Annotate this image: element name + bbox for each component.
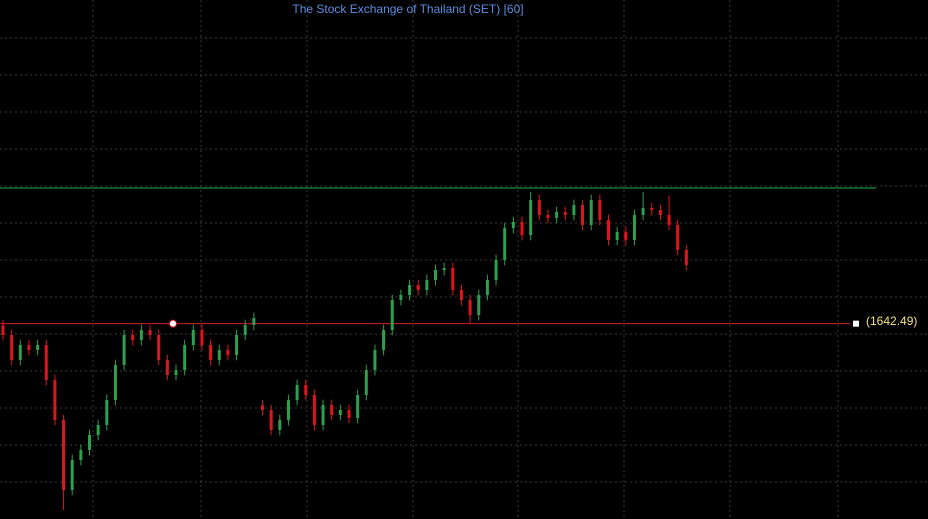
candle-body <box>589 200 593 225</box>
candle-body <box>641 208 645 215</box>
candle-body <box>10 335 14 360</box>
candle-body <box>278 420 282 430</box>
candle-body <box>684 250 688 265</box>
candle-body <box>70 460 74 490</box>
candle-body <box>18 345 22 360</box>
candle-body <box>200 330 204 345</box>
candle-body <box>572 205 576 215</box>
candle-body <box>295 385 299 400</box>
candle-body <box>226 350 230 355</box>
candle-body <box>252 318 256 325</box>
candle-body <box>286 400 290 420</box>
level-marker <box>169 319 177 328</box>
candle-body <box>390 300 394 330</box>
candle-body <box>468 300 472 315</box>
candle-body <box>632 215 636 240</box>
candle-body <box>485 280 489 295</box>
candle-body <box>165 360 169 375</box>
candle-body <box>459 290 463 300</box>
candle-body <box>269 410 273 430</box>
candle-body <box>658 210 662 215</box>
candle-body <box>442 268 446 270</box>
candle-body <box>667 215 671 225</box>
candle-body <box>451 268 455 290</box>
candle-body <box>598 200 602 220</box>
candle-body <box>62 420 66 490</box>
candle-body <box>555 212 559 218</box>
candle-body <box>338 410 342 415</box>
candle-body <box>330 405 334 415</box>
candle-body <box>356 395 360 418</box>
candle-body <box>520 222 524 235</box>
candle-body <box>624 232 628 240</box>
candle-body <box>174 370 178 375</box>
candle-body <box>546 215 550 218</box>
candle-body <box>191 330 195 345</box>
candle-body <box>312 395 316 425</box>
candle-body <box>139 330 143 340</box>
candle-body <box>105 400 109 425</box>
candle-body <box>321 405 325 425</box>
candle-body <box>477 295 481 315</box>
candle-body <box>235 335 239 355</box>
candle-body <box>27 345 31 350</box>
candle-body <box>511 222 515 228</box>
candle-body <box>408 285 412 295</box>
candle-body <box>131 335 135 340</box>
candle-body <box>217 350 221 360</box>
candle-body <box>53 380 57 420</box>
candle-body <box>113 365 117 400</box>
candle-body <box>36 345 40 350</box>
candle-body <box>399 295 403 300</box>
candle-body <box>581 205 585 225</box>
candle-body <box>96 425 100 435</box>
candle-body <box>373 350 377 370</box>
candle-body <box>261 405 264 410</box>
candle-body <box>209 345 213 360</box>
candle-body <box>425 280 429 290</box>
candle-body <box>503 228 507 260</box>
candle-body <box>529 200 533 235</box>
candle-body <box>416 285 420 290</box>
candle-body <box>537 200 541 215</box>
candle-body <box>88 435 91 450</box>
candle-body <box>347 410 351 418</box>
candle-body <box>157 335 161 360</box>
candle-body <box>434 270 437 280</box>
candle-body <box>382 330 386 350</box>
candle-body <box>79 450 83 460</box>
candle-body <box>676 225 680 250</box>
candle-body <box>1 325 5 335</box>
level-handle <box>853 320 859 327</box>
candle-body <box>494 260 498 280</box>
candle-body <box>607 220 610 240</box>
candle-body <box>304 385 308 395</box>
candle-body <box>243 325 247 335</box>
candle-body <box>650 208 654 210</box>
level-label: (1642.49) <box>866 314 917 328</box>
chart-title: The Stock Exchange of Thailand (SET) [60… <box>292 2 523 16</box>
candle-body <box>122 335 126 365</box>
candle-body <box>44 345 48 380</box>
candle-body <box>615 232 619 240</box>
candle-body <box>148 330 152 335</box>
candle-body <box>563 212 567 215</box>
candle-body <box>183 345 187 370</box>
candle-body <box>364 370 368 395</box>
